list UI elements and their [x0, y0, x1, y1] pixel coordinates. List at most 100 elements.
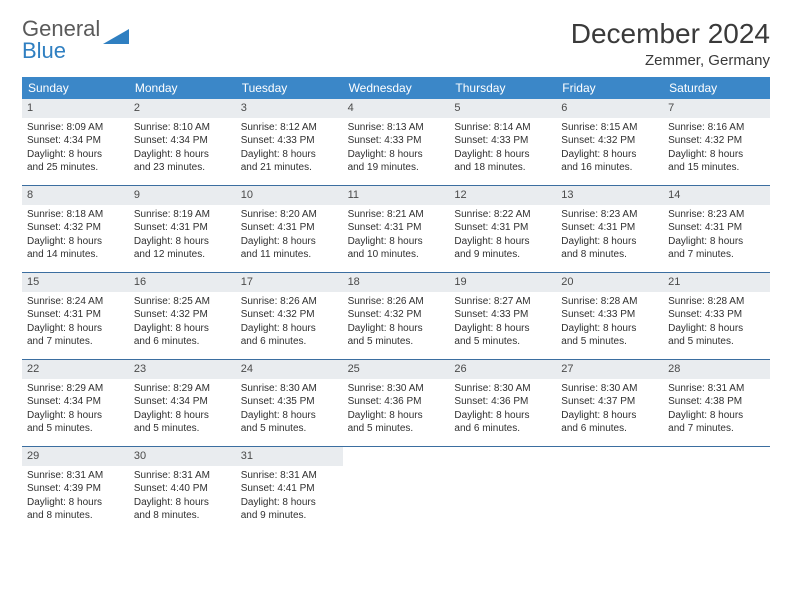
day-cell: 2Sunrise: 8:10 AMSunset: 4:34 PMDaylight… [129, 99, 236, 185]
sunrise-text: Sunrise: 8:23 AM [561, 208, 658, 222]
day-number: 7 [663, 99, 770, 118]
sunset-text: Sunset: 4:40 PM [134, 482, 231, 496]
daylight-text: and 21 minutes. [241, 161, 338, 175]
day-body: Sunrise: 8:31 AMSunset: 4:40 PMDaylight:… [129, 466, 236, 529]
day-number: 29 [22, 447, 129, 466]
daylight-text: and 10 minutes. [348, 248, 445, 262]
day-body: Sunrise: 8:13 AMSunset: 4:33 PMDaylight:… [343, 118, 450, 181]
sunset-text: Sunset: 4:39 PM [27, 482, 124, 496]
brand-logo: General Blue [22, 18, 129, 62]
day-cell: 24Sunrise: 8:30 AMSunset: 4:35 PMDayligh… [236, 360, 343, 446]
sunset-text: Sunset: 4:32 PM [668, 134, 765, 148]
day-body: Sunrise: 8:21 AMSunset: 4:31 PMDaylight:… [343, 205, 450, 268]
sunset-text: Sunset: 4:32 PM [561, 134, 658, 148]
daylight-text: Daylight: 8 hours [454, 235, 551, 249]
day-number: 13 [556, 186, 663, 205]
day-body: Sunrise: 8:24 AMSunset: 4:31 PMDaylight:… [22, 292, 129, 355]
daylight-text: and 12 minutes. [134, 248, 231, 262]
sunrise-text: Sunrise: 8:14 AM [454, 121, 551, 135]
daylight-text: and 25 minutes. [27, 161, 124, 175]
brand-text-2: Blue [22, 38, 66, 63]
day-cell: 9Sunrise: 8:19 AMSunset: 4:31 PMDaylight… [129, 186, 236, 272]
day-cell: 16Sunrise: 8:25 AMSunset: 4:32 PMDayligh… [129, 273, 236, 359]
sunrise-text: Sunrise: 8:20 AM [241, 208, 338, 222]
day-number: 5 [449, 99, 556, 118]
day-cell: 19Sunrise: 8:27 AMSunset: 4:33 PMDayligh… [449, 273, 556, 359]
day-number: 17 [236, 273, 343, 292]
sunrise-text: Sunrise: 8:27 AM [454, 295, 551, 309]
day-cell: 5Sunrise: 8:14 AMSunset: 4:33 PMDaylight… [449, 99, 556, 185]
sunrise-text: Sunrise: 8:31 AM [241, 469, 338, 483]
daylight-text: Daylight: 8 hours [348, 322, 445, 336]
daylight-text: Daylight: 8 hours [668, 322, 765, 336]
daylight-text: Daylight: 8 hours [134, 322, 231, 336]
sunset-text: Sunset: 4:31 PM [27, 308, 124, 322]
daylight-text: Daylight: 8 hours [348, 235, 445, 249]
day-body: Sunrise: 8:16 AMSunset: 4:32 PMDaylight:… [663, 118, 770, 181]
week-row: 29Sunrise: 8:31 AMSunset: 4:39 PMDayligh… [22, 446, 770, 533]
day-body: Sunrise: 8:28 AMSunset: 4:33 PMDaylight:… [556, 292, 663, 355]
day-body: Sunrise: 8:10 AMSunset: 4:34 PMDaylight:… [129, 118, 236, 181]
day-cell: 12Sunrise: 8:22 AMSunset: 4:31 PMDayligh… [449, 186, 556, 272]
sunset-text: Sunset: 4:34 PM [27, 395, 124, 409]
sunrise-text: Sunrise: 8:30 AM [454, 382, 551, 396]
sunset-text: Sunset: 4:31 PM [134, 221, 231, 235]
daylight-text: Daylight: 8 hours [27, 235, 124, 249]
day-number: 12 [449, 186, 556, 205]
day-number: 25 [343, 360, 450, 379]
day-number: 30 [129, 447, 236, 466]
daylight-text: Daylight: 8 hours [561, 322, 658, 336]
daylight-text: and 23 minutes. [134, 161, 231, 175]
calendar: Sunday Monday Tuesday Wednesday Thursday… [22, 77, 770, 533]
day-cell: 26Sunrise: 8:30 AMSunset: 4:36 PMDayligh… [449, 360, 556, 446]
daylight-text: and 6 minutes. [561, 422, 658, 436]
sunrise-text: Sunrise: 8:30 AM [241, 382, 338, 396]
daylight-text: Daylight: 8 hours [561, 409, 658, 423]
day-body: Sunrise: 8:14 AMSunset: 4:33 PMDaylight:… [449, 118, 556, 181]
header: General Blue December 2024 Zemmer, Germa… [22, 18, 770, 69]
sunrise-text: Sunrise: 8:23 AM [668, 208, 765, 222]
daylight-text: and 9 minutes. [454, 248, 551, 262]
sunset-text: Sunset: 4:33 PM [348, 134, 445, 148]
day-body: Sunrise: 8:09 AMSunset: 4:34 PMDaylight:… [22, 118, 129, 181]
day-cell: 27Sunrise: 8:30 AMSunset: 4:37 PMDayligh… [556, 360, 663, 446]
month-title: December 2024 [571, 18, 770, 50]
sunrise-text: Sunrise: 8:10 AM [134, 121, 231, 135]
day-number: 23 [129, 360, 236, 379]
sunset-text: Sunset: 4:37 PM [561, 395, 658, 409]
day-body: Sunrise: 8:31 AMSunset: 4:39 PMDaylight:… [22, 466, 129, 529]
day-cell: 13Sunrise: 8:23 AMSunset: 4:31 PMDayligh… [556, 186, 663, 272]
daylight-text: and 6 minutes. [241, 335, 338, 349]
day-header: Saturday [663, 77, 770, 99]
sunset-text: Sunset: 4:34 PM [134, 395, 231, 409]
sunrise-text: Sunrise: 8:31 AM [134, 469, 231, 483]
daylight-text: and 19 minutes. [348, 161, 445, 175]
sunrise-text: Sunrise: 8:13 AM [348, 121, 445, 135]
day-number: 21 [663, 273, 770, 292]
day-cell [556, 447, 663, 533]
day-number: 2 [129, 99, 236, 118]
day-number: 6 [556, 99, 663, 118]
day-cell: 30Sunrise: 8:31 AMSunset: 4:40 PMDayligh… [129, 447, 236, 533]
day-header: Friday [556, 77, 663, 99]
daylight-text: Daylight: 8 hours [241, 409, 338, 423]
sunset-text: Sunset: 4:36 PM [454, 395, 551, 409]
day-cell: 28Sunrise: 8:31 AMSunset: 4:38 PMDayligh… [663, 360, 770, 446]
day-body: Sunrise: 8:30 AMSunset: 4:35 PMDaylight:… [236, 379, 343, 442]
daylight-text: Daylight: 8 hours [348, 148, 445, 162]
sunset-text: Sunset: 4:38 PM [668, 395, 765, 409]
day-body: Sunrise: 8:23 AMSunset: 4:31 PMDaylight:… [663, 205, 770, 268]
day-number: 18 [343, 273, 450, 292]
daylight-text: and 5 minutes. [454, 335, 551, 349]
sunset-text: Sunset: 4:31 PM [454, 221, 551, 235]
daylight-text: Daylight: 8 hours [561, 148, 658, 162]
sunset-text: Sunset: 4:41 PM [241, 482, 338, 496]
sunrise-text: Sunrise: 8:18 AM [27, 208, 124, 222]
daylight-text: Daylight: 8 hours [134, 148, 231, 162]
sunset-text: Sunset: 4:33 PM [454, 134, 551, 148]
sunset-text: Sunset: 4:33 PM [668, 308, 765, 322]
day-cell: 10Sunrise: 8:20 AMSunset: 4:31 PMDayligh… [236, 186, 343, 272]
day-number: 11 [343, 186, 450, 205]
day-body: Sunrise: 8:30 AMSunset: 4:37 PMDaylight:… [556, 379, 663, 442]
daylight-text: Daylight: 8 hours [27, 322, 124, 336]
